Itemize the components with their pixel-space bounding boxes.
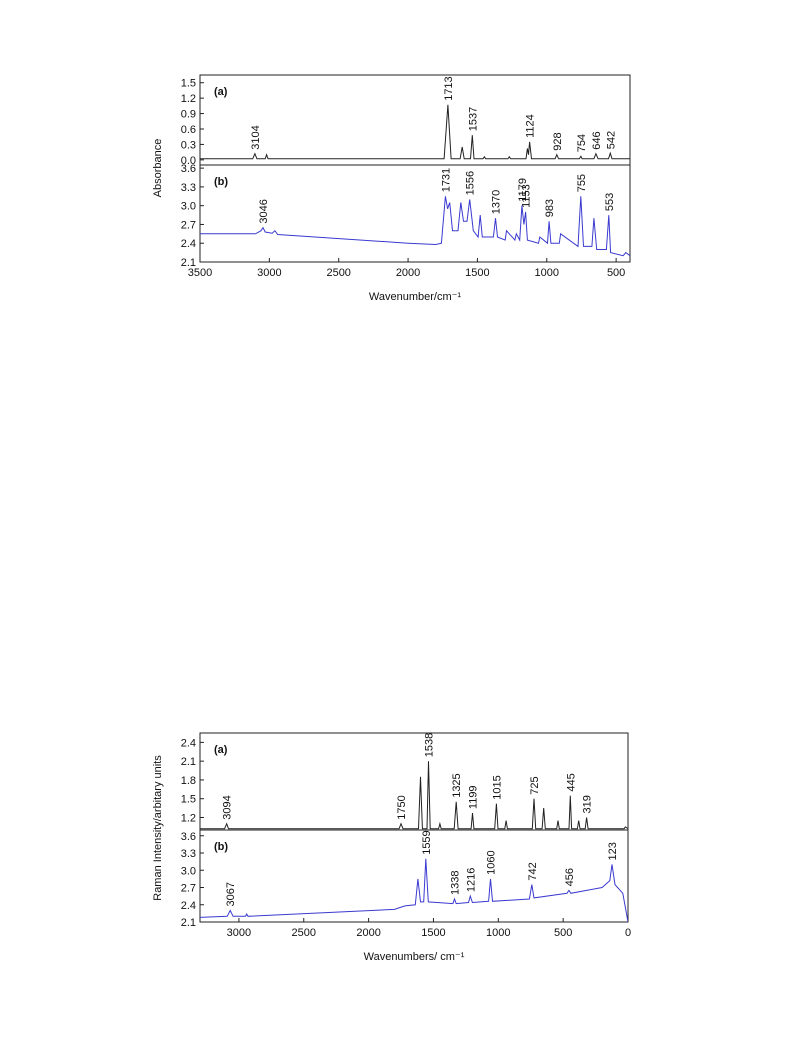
peak-label: 928 [552, 132, 564, 150]
x-tick-label: 1500 [421, 927, 445, 939]
peak-label: 1713 [443, 76, 455, 100]
y-tick-label: 0.3 [181, 139, 196, 151]
spectrum-line [200, 761, 628, 830]
peak-label: 1153 [521, 184, 533, 208]
y-tick-label: 2.4 [181, 900, 196, 912]
spectrum-line [200, 196, 630, 257]
peak-label: 123 [607, 842, 619, 860]
plot-frame [199, 829, 629, 923]
y-tick-label: 2.1 [181, 257, 196, 269]
peak-label: 1060 [486, 850, 498, 874]
panel-label: (b) [214, 841, 228, 853]
x-tick-label: 3500 [188, 267, 212, 279]
peak-label: 1559 [421, 830, 433, 854]
peak-label: 742 [527, 862, 539, 880]
peak-label: 1556 [465, 171, 477, 195]
y-tick-label: 0.6 [181, 124, 196, 136]
x-tick-label: 2500 [326, 267, 350, 279]
y-tick-label: 3.3 [181, 182, 196, 194]
y-tick-label: 2.7 [181, 883, 196, 895]
peak-label: 1179 [517, 178, 529, 202]
peak-label: 319 [582, 795, 594, 813]
peak-label: 1538 [424, 733, 436, 757]
y-tick-label: 1.5 [181, 78, 196, 90]
panel-label: (a) [214, 86, 228, 98]
peak-label: 3067 [225, 882, 237, 906]
peak-label: 1216 [465, 868, 477, 892]
peak-label: 1338 [450, 871, 462, 895]
x-tick-label: 1000 [535, 267, 559, 279]
y-tick-label: 2.4 [181, 238, 196, 250]
peak-label: 1199 [468, 785, 480, 809]
y-tick-label: 3.6 [181, 831, 196, 843]
spectrum-line [200, 104, 630, 160]
spectrum-line [200, 858, 628, 922]
y-tick-label: 2.1 [181, 917, 196, 929]
peak-label: 542 [605, 131, 617, 149]
peak-label: 1537 [467, 107, 479, 131]
panel-label: (a) [214, 744, 228, 756]
peak-label: 1015 [491, 775, 503, 799]
x-tick-label: 1000 [486, 927, 510, 939]
peak-label: 1731 [440, 168, 452, 192]
y-tick-label: 3.6 [181, 163, 196, 175]
peak-label: 1370 [491, 190, 503, 214]
peak-label: 553 [604, 193, 616, 211]
peak-label: 456 [564, 868, 576, 886]
y-tick-label: 3.0 [181, 201, 196, 213]
peak-label: 754 [576, 134, 588, 152]
peak-label: 1124 [525, 114, 537, 138]
peak-label: 445 [565, 773, 577, 791]
y-tick-label: 1.8 [181, 775, 196, 787]
peak-label: 983 [544, 199, 556, 217]
peak-label: 1325 [451, 773, 463, 797]
peak-label: 3094 [222, 795, 234, 819]
y-tick-label: 1.2 [181, 93, 196, 105]
y-tick-label: 2.4 [181, 737, 196, 749]
peak-label: 755 [576, 174, 588, 192]
y-tick-label: 1.5 [181, 794, 196, 806]
y-tick-label: 3.0 [181, 865, 196, 877]
x-tick-label: 0 [625, 927, 631, 939]
panel-label: (b) [214, 176, 228, 188]
peak-label: 646 [591, 131, 603, 149]
x-tick-label: 500 [554, 927, 572, 939]
y-tick-label: 0.0 [181, 155, 196, 167]
y-tick-label: 3.3 [181, 848, 196, 860]
x-tick-label: 3000 [257, 267, 281, 279]
peak-label: 3104 [250, 125, 262, 149]
y-axis-label: Absorbance [152, 139, 164, 198]
x-tick-label: 2000 [396, 267, 420, 279]
plot-frame [199, 164, 631, 263]
y-tick-label: 2.1 [181, 756, 196, 768]
peak-label: 725 [529, 776, 541, 794]
peak-label: 1750 [396, 795, 408, 819]
y-tick-label: 0.9 [181, 109, 196, 121]
x-axis-label: Wavenumber/cm⁻¹ [369, 291, 462, 303]
y-tick-label: 1.2 [181, 812, 196, 824]
x-tick-label: 2000 [356, 927, 380, 939]
x-tick-label: 2500 [292, 927, 316, 939]
y-axis-label: Raman Intensity/arbitary units [152, 755, 164, 901]
peak-label: 3046 [258, 199, 270, 223]
x-tick-label: 3000 [227, 927, 251, 939]
y-tick-label: 2.7 [181, 219, 196, 231]
x-axis-label: Wavenumbers/ cm⁻¹ [364, 951, 465, 963]
x-tick-label: 1500 [465, 267, 489, 279]
x-tick-label: 500 [607, 267, 625, 279]
